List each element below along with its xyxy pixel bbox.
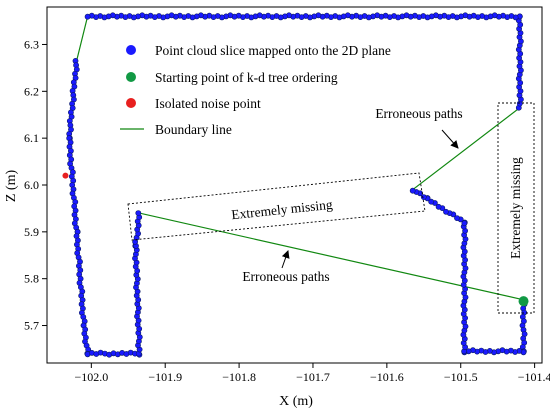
point-cloud-point: [420, 194, 427, 200]
point-cloud-point: [454, 215, 460, 221]
y-tick-label: 6.1: [24, 131, 39, 145]
erroneous-paths-top-arrow: [441, 129, 459, 149]
y-tick-label: 6.3: [24, 37, 39, 51]
x-tick-label: −101.7: [296, 370, 330, 384]
x-tick-label: −101.4: [518, 370, 550, 384]
point-cloud-point: [84, 13, 91, 20]
data-layer: [62, 12, 529, 358]
erroneous-paths-bottom-label: Erroneous paths: [242, 269, 329, 284]
legend-label-noise: Isolated noise point: [155, 96, 261, 111]
y-tick-label: 5.7: [24, 319, 39, 333]
erroneous-paths-bottom-arrow: [281, 250, 290, 269]
legend-marker-start: [126, 72, 136, 82]
missing-box-top: [127, 172, 426, 241]
axes: −102.0 −101.9 −101.8 −101.7 −101.6 −101.5 −101…: [24, 37, 550, 384]
legend-marker-noise: [126, 98, 136, 108]
y-tick-label: 6.2: [24, 84, 39, 98]
x-tick-label: −102.0: [74, 370, 108, 384]
point-cloud-point: [435, 203, 442, 210]
erroneous-paths-top-label: Erroneous paths: [375, 106, 462, 121]
x-tick-label: −101.5: [444, 370, 478, 384]
x-axis-title: X (m): [279, 394, 313, 409]
legend: Point cloud slice mapped onto the 2D pla…: [120, 43, 391, 137]
legend-label-start: Starting point of k-d tree ordering: [155, 70, 338, 85]
point-cloud-point: [135, 210, 142, 216]
point-cloud-point: [409, 187, 416, 194]
point-cloud-point: [461, 220, 468, 227]
x-tick-label: −101.9: [148, 370, 182, 384]
legend-label-slice: Point cloud slice mapped onto the 2D pla…: [155, 43, 391, 58]
y-tick-label: 6.0: [24, 178, 39, 192]
y-tick-label: 5.9: [24, 225, 39, 239]
x-tick-label: −101.6: [370, 370, 404, 384]
start-point: [518, 296, 529, 307]
legend-label-boundary: Boundary line: [155, 122, 232, 137]
missing-box-right-label: Extremely missing: [508, 157, 523, 259]
plot-area: [46, 6, 543, 364]
y-axis-title: Z (m): [4, 170, 19, 203]
missing-box-right: [497, 102, 535, 314]
noise-point: [62, 172, 69, 179]
legend-marker-slice: [126, 45, 136, 55]
y-tick-label: 5.8: [24, 272, 39, 286]
point-cloud-point: [428, 198, 435, 205]
x-tick-label: −101.8: [222, 370, 256, 384]
point-cloud-point: [443, 208, 449, 215]
